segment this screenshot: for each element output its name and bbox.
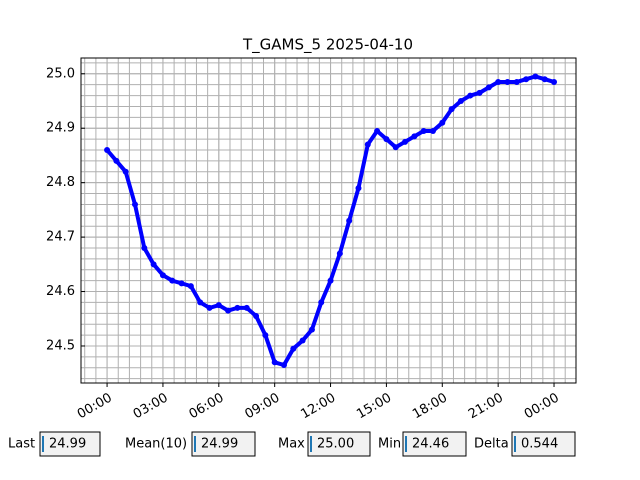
data-point — [215, 302, 222, 309]
y-tick-label: 24.6 — [46, 284, 75, 299]
data-point — [541, 76, 548, 83]
data-point — [197, 299, 204, 306]
data-point — [429, 127, 436, 134]
data-point — [364, 141, 371, 148]
data-point — [132, 201, 139, 208]
stat-label: Mean(10) — [125, 437, 187, 452]
chart-title: T_GAMS_5 2025-04-10 — [242, 36, 413, 55]
data-point — [420, 127, 427, 134]
data-point — [523, 76, 530, 83]
data-point — [308, 326, 315, 333]
stat-box[interactable] — [402, 431, 467, 457]
data-point — [485, 84, 492, 91]
data-point — [187, 283, 194, 290]
stat-value: 0.544 — [521, 437, 558, 452]
plot-frame — [80, 57, 577, 384]
stat-label: Min — [378, 437, 401, 452]
data-point — [402, 138, 409, 145]
data-point — [206, 304, 213, 311]
data-point — [113, 157, 120, 164]
data-point — [104, 147, 111, 154]
data-point — [253, 313, 260, 320]
data-point — [169, 277, 176, 284]
y-tick-label: 25.0 — [46, 66, 75, 81]
y-tick-label: 24.8 — [46, 175, 75, 190]
data-point — [234, 304, 241, 311]
data-point — [141, 244, 148, 251]
data-point — [122, 168, 129, 175]
data-point — [327, 277, 334, 284]
stat-label: Max — [278, 437, 305, 452]
data-point — [504, 78, 511, 85]
data-point — [411, 133, 418, 140]
data-point — [448, 106, 455, 113]
data-point — [457, 98, 464, 105]
stat-value: 25.00 — [317, 437, 354, 452]
data-point — [159, 272, 166, 279]
data-point — [374, 127, 381, 134]
stat-box[interactable] — [191, 431, 256, 457]
data-point — [262, 332, 269, 339]
data-point — [383, 136, 390, 143]
stat-label: Last — [8, 437, 35, 452]
stat-label: Delta — [474, 437, 509, 452]
data-point — [299, 337, 306, 344]
data-point — [467, 92, 474, 99]
data-point — [178, 280, 185, 287]
data-point — [243, 304, 250, 311]
data-point — [290, 345, 297, 352]
stats-panel: Last 24.99 Mean(10) 24.99 Max 25.00 Min 24.46 De… — [8, 431, 576, 457]
stat-value: 24.99 — [49, 437, 86, 452]
y-tick-label: 24.7 — [46, 230, 75, 245]
data-point — [150, 261, 157, 268]
data-point — [336, 250, 343, 257]
data-point — [318, 299, 325, 306]
y-tick-label: 24.5 — [46, 338, 75, 353]
data-point — [495, 78, 502, 85]
data-point — [532, 73, 539, 80]
stat-box[interactable] — [39, 431, 101, 457]
y-tick-label: 24.9 — [46, 121, 75, 136]
data-point — [439, 119, 446, 126]
data-point — [271, 359, 278, 366]
data-point — [476, 89, 483, 96]
data-point — [513, 78, 520, 85]
data-point — [346, 217, 353, 224]
data-point — [280, 362, 287, 369]
data-point — [392, 144, 399, 151]
stat-box[interactable] — [307, 431, 371, 457]
stat-value: 24.99 — [201, 437, 238, 452]
data-point — [355, 185, 362, 192]
data-point — [225, 307, 232, 314]
stat-box[interactable] — [511, 431, 576, 457]
stat-value: 24.46 — [412, 437, 449, 452]
data-point — [551, 78, 558, 85]
